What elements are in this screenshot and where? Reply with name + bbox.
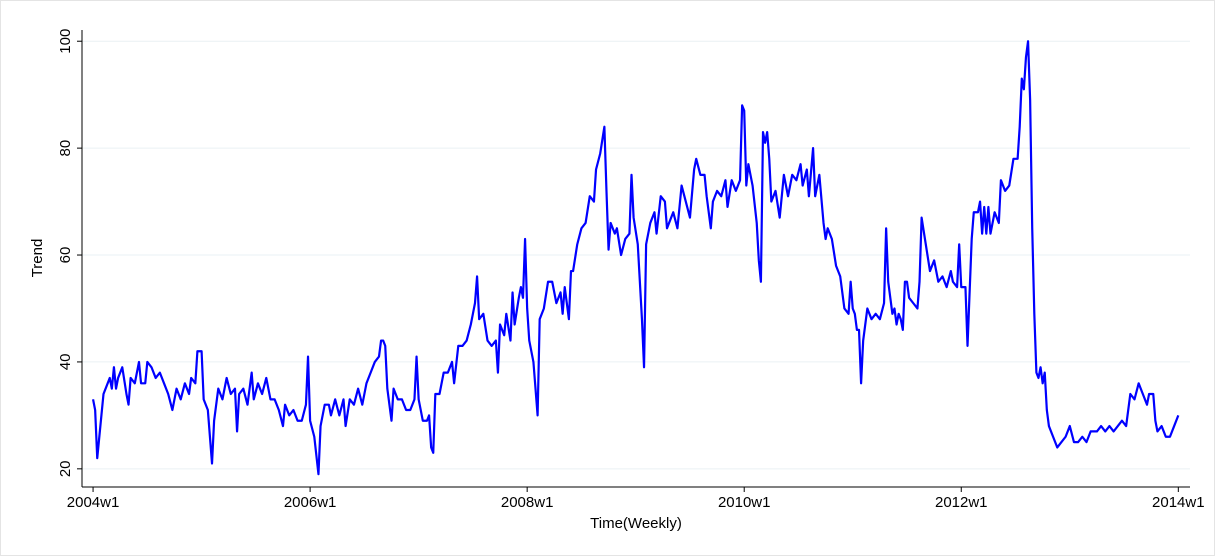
x-tick-label: 2006w1: [284, 494, 337, 511]
x-tick-label: 2010w1: [718, 494, 771, 511]
x-axis-title: Time(Weekly): [590, 515, 682, 532]
y-tick-label: 20: [57, 460, 74, 477]
y-tick-label: 60: [57, 247, 74, 264]
y-tick-label: 80: [57, 140, 74, 157]
x-tick-label: 2008w1: [501, 494, 554, 511]
trend-line: [91, 40, 1180, 476]
y-axis-title: Trend: [29, 239, 46, 278]
x-tick-label: 2004w1: [67, 494, 120, 511]
y-tick-label: 100: [57, 29, 74, 54]
y-tick-label: 40: [57, 354, 74, 371]
x-tick-label: 2014w1: [1152, 494, 1205, 511]
x-tick-label: 2012w1: [935, 494, 988, 511]
